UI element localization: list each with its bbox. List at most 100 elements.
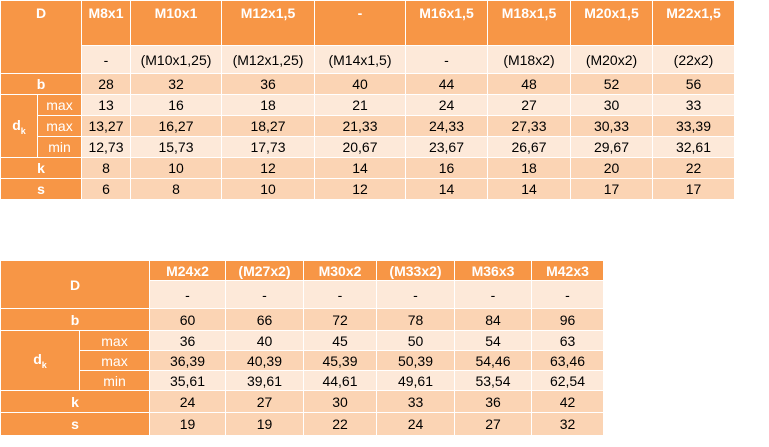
dk2-min-cell: 23,67 [406,137,487,157]
s-cell: 17 [653,179,734,199]
s-cell: 17 [571,179,652,199]
s-row: s 19 19 22 24 27 32 [1,413,603,435]
b-row: b 60 66 72 78 84 96 [1,309,603,330]
size-header: M12x1,5 [222,1,314,45]
dk2-min-row: min 12,73 15,73 17,73 20,67 23,67 26,67 … [1,137,734,157]
k-cell: 36 [455,391,531,412]
dk2-max-cell: 16,27 [131,116,221,136]
d-header-text: D [69,276,81,293]
s-cell: 12 [315,179,405,199]
k-row: k 8 10 12 14 16 18 20 22 [1,158,734,178]
b-cell: 48 [488,74,570,94]
alt-size-cell: - [377,281,454,308]
k-cell: 8 [82,158,130,178]
dk-max-cell: 40 [226,331,303,350]
b-cell: 52 [571,74,652,94]
size-header: M36x3 [455,261,531,280]
b-cell: 84 [455,309,531,330]
d-header: D [1,261,149,308]
dk2-max-cell: 36,39 [150,351,225,370]
size-header: (M27x2) [226,261,303,280]
s-cell: 8 [131,179,221,199]
alt-size-cell: - [226,281,303,308]
dk2-min-label: min [38,137,81,157]
dk-max-cell: 36 [150,331,225,350]
dk2-min-cell: 35,61 [150,371,225,390]
b-cell: 32 [131,74,221,94]
size-header: M10x1 [131,1,221,45]
dk-max-label: max [38,95,81,115]
k-cell: 33 [377,391,454,412]
b-cell: 96 [532,309,603,330]
k-cell: 27 [226,391,303,412]
dk-max-row: dk max 13 16 18 21 24 27 30 33 [1,95,734,157]
dk2-max-label: max [38,116,81,136]
s-cell: 22 [304,413,376,435]
header-row: D M24x2 (M27x2) M30x2 (M33x2) M36x3 M42x… [1,261,603,308]
dk-label-text: d [12,116,21,133]
dk-max-cell: 33 [653,95,734,115]
s-cell: 14 [488,179,570,199]
dk2-min-cell: 12,73 [82,137,130,157]
b-cell: 78 [377,309,454,330]
dk2-max-cell: 24,33 [406,116,487,136]
k-cell: 18 [488,158,570,178]
b-cell: 36 [222,74,314,94]
s-cell: 27 [455,413,531,435]
b-cell: 66 [226,309,303,330]
header-row: D M8x1 M10x1 M12x1,5 - M16x1,5 M18x1,5 M… [1,1,734,73]
s-cell: 14 [406,179,487,199]
size-header: M18x1,5 [488,1,570,45]
dk-max-cell: 27 [488,95,570,115]
k-label: k [1,158,81,178]
size-header: (M33x2) [377,261,454,280]
dk2-max-row: max 36,39 40,39 45,39 50,39 54,46 63,46 [1,351,603,370]
dk2-min-cell: 62,54 [532,371,603,390]
alt-size-cell: (M12x1,25) [222,46,314,73]
dk-max-cell: 13 [82,95,130,115]
b-cell: 44 [406,74,487,94]
b-cell: 60 [150,309,225,330]
dk-label: dk [1,95,37,157]
dk2-min-cell: 15,73 [131,137,221,157]
k-cell: 22 [653,158,734,178]
dk2-min-row: min 35,61 39,61 44,61 49,61 53,54 62,54 [1,371,603,390]
b-row: b 28 32 36 40 44 48 52 56 [1,74,734,94]
alt-size-cell: (M20x2) [571,46,652,73]
dk-max-cell: 30 [571,95,652,115]
dk2-min-cell: 49,61 [377,371,454,390]
dk2-max-row: max 13,27 16,27 18,27 21,33 24,33 27,33 … [1,116,734,136]
dk-max-cell: 21 [315,95,405,115]
s-cell: 19 [150,413,225,435]
dk2-min-cell: 53,54 [455,371,531,390]
dk-label-text: d [33,351,42,368]
alt-size-row: - - - - - - [1,281,603,308]
alt-size-cell: (M10x1,25) [131,46,221,73]
dk-max-cell: 18 [222,95,314,115]
s-cell: 6 [82,179,130,199]
dk2-max-cell: 33,39 [653,116,734,136]
dk2-max-cell: 50,39 [377,351,454,370]
size-header: M20x1,5 [571,1,652,45]
size-header: M24x2 [150,261,225,280]
d-header: D [1,1,81,73]
dk2-max-cell: 40,39 [226,351,303,370]
dk2-min-cell: 26,67 [488,137,570,157]
dk-max-row: dk max 36 40 45 50 54 63 [1,331,603,390]
dk-label-sub: k [41,359,47,370]
dk-max-cell: 63 [532,331,603,350]
s-row: s 6 8 10 12 14 14 17 17 [1,179,734,199]
s-cell: 19 [226,413,303,435]
dk2-max-cell: 45,39 [304,351,376,370]
b-cell: 40 [315,74,405,94]
k-cell: 16 [406,158,487,178]
dk-label: dk [1,331,79,390]
k-cell: 12 [222,158,314,178]
dk2-max-label: max [80,351,149,370]
b-cell: 28 [82,74,130,94]
dk2-min-cell: 44,61 [304,371,376,390]
dk2-min-cell: 39,61 [226,371,303,390]
size-header: M22x1,5 [653,1,734,45]
alt-size-cell: - [532,281,603,308]
k-label: k [1,391,149,412]
